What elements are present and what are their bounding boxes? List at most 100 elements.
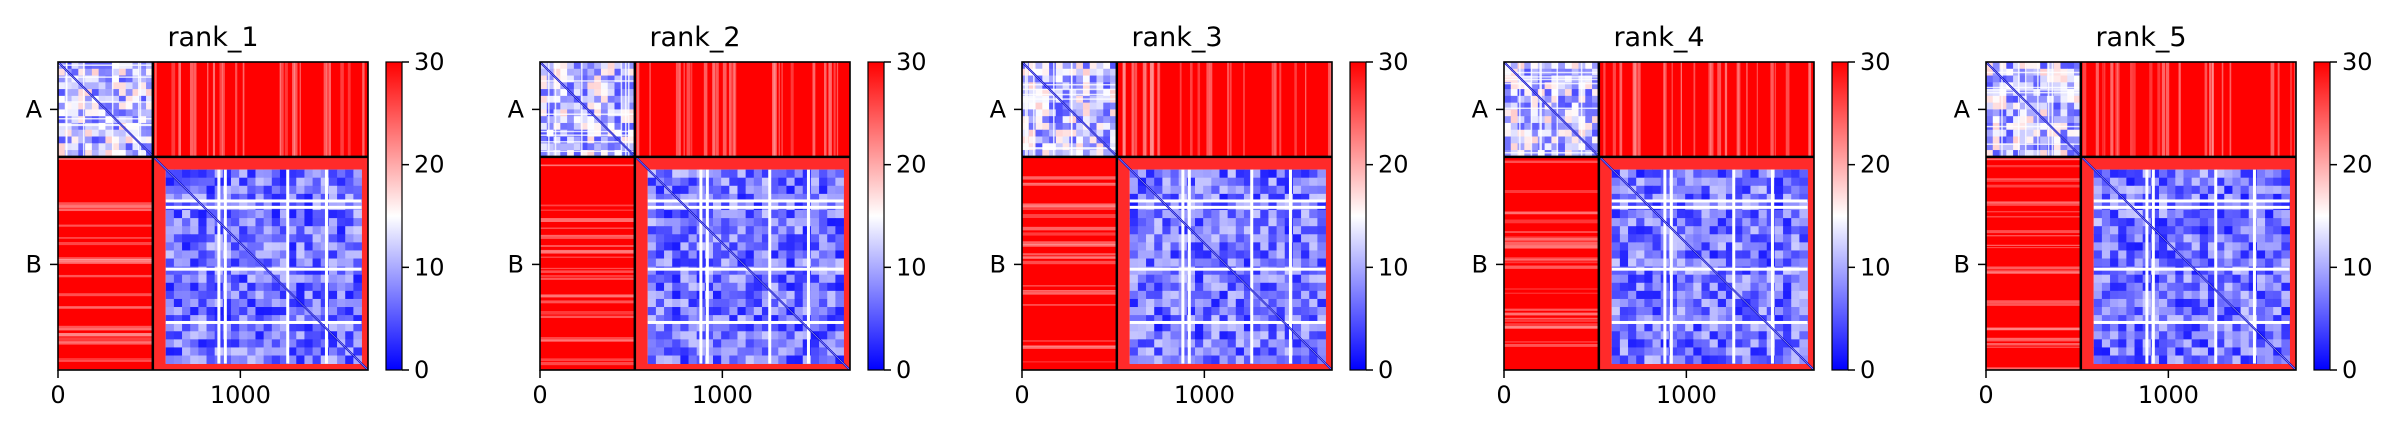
cell <box>2281 323 2290 332</box>
cell <box>312 250 322 259</box>
cell <box>1677 339 1686 348</box>
cell <box>1628 355 1637 365</box>
cell <box>105 82 113 90</box>
cell <box>835 339 844 348</box>
cell <box>2093 347 2103 356</box>
cell <box>2191 290 2201 300</box>
cell <box>2013 116 2021 124</box>
cell <box>1195 298 1204 308</box>
cell <box>2273 242 2282 251</box>
cell <box>2256 234 2266 243</box>
cell <box>1292 347 1302 356</box>
cell <box>1219 250 1229 259</box>
cell <box>2199 290 2209 300</box>
cell <box>1252 315 1261 324</box>
cell <box>1219 274 1229 284</box>
cell <box>279 331 289 340</box>
cell <box>647 210 657 219</box>
cell <box>173 282 183 292</box>
cell <box>1774 250 1784 259</box>
cell <box>1146 242 1155 251</box>
cell <box>1069 62 1077 70</box>
texture-stripe <box>1504 152 1599 154</box>
cell <box>2273 250 2282 259</box>
cell <box>198 339 207 348</box>
cell <box>1992 62 2001 70</box>
cell <box>1652 258 1662 268</box>
cell <box>139 150 147 158</box>
texture-stripe <box>2221 62 2224 157</box>
cell <box>337 234 346 243</box>
cell <box>255 339 265 348</box>
cell <box>190 250 199 259</box>
cell <box>655 331 665 340</box>
cell <box>91 116 100 124</box>
cell <box>1531 82 1539 90</box>
cell <box>1260 355 1269 365</box>
texture-stripe <box>1024 62 1027 157</box>
cell <box>2101 331 2111 340</box>
cell <box>247 177 256 187</box>
cell <box>1693 234 1702 243</box>
cell <box>132 102 140 110</box>
cell <box>1571 116 1580 124</box>
cell <box>770 339 779 348</box>
cell <box>91 82 100 90</box>
cell <box>2265 282 2274 292</box>
cell <box>2191 234 2201 243</box>
cell <box>2256 210 2266 219</box>
cell <box>190 177 199 187</box>
cell <box>2216 242 2225 251</box>
cell <box>1035 62 1043 70</box>
cell <box>1154 177 1163 187</box>
texture-stripe <box>1504 82 1599 85</box>
cell <box>1129 298 1139 308</box>
cell <box>182 355 191 365</box>
cell <box>165 355 175 365</box>
cell <box>835 177 844 187</box>
cell <box>328 185 338 195</box>
cell <box>1517 122 1525 131</box>
cell <box>146 116 154 124</box>
texture-stripe <box>2082 62 2087 157</box>
cell <box>2207 355 2217 365</box>
cell <box>672 210 681 219</box>
texture-stripe <box>678 62 681 157</box>
cell <box>1243 339 1253 348</box>
cell <box>1146 331 1155 340</box>
cell <box>198 282 207 292</box>
texture-stripe <box>58 259 153 262</box>
cell <box>1791 185 1800 195</box>
texture-stripe <box>1986 201 2081 203</box>
cell <box>2281 242 2290 251</box>
cell <box>672 290 681 300</box>
cell <box>1129 323 1139 332</box>
cell <box>1677 347 1686 356</box>
cell <box>1750 266 1759 276</box>
cell <box>810 193 820 203</box>
cell <box>2067 150 2075 158</box>
texture-stripe <box>82 62 85 157</box>
cell <box>560 109 568 117</box>
cell <box>1219 185 1229 195</box>
cell <box>353 331 362 340</box>
cell <box>2033 82 2041 90</box>
cell <box>1783 315 1792 324</box>
cell <box>206 218 216 227</box>
cell <box>2256 298 2266 308</box>
cell <box>1186 177 1196 187</box>
cell <box>794 177 804 187</box>
cell <box>182 177 191 187</box>
cell <box>1227 298 1237 308</box>
cell <box>2183 282 2193 292</box>
cell <box>794 347 804 356</box>
cell <box>2183 185 2193 195</box>
cell <box>761 331 771 340</box>
cell <box>647 315 657 324</box>
cell <box>105 150 113 158</box>
cell <box>2167 331 2176 340</box>
cell <box>664 339 673 348</box>
cell <box>573 109 582 117</box>
cell <box>190 298 199 308</box>
cell <box>288 169 297 179</box>
